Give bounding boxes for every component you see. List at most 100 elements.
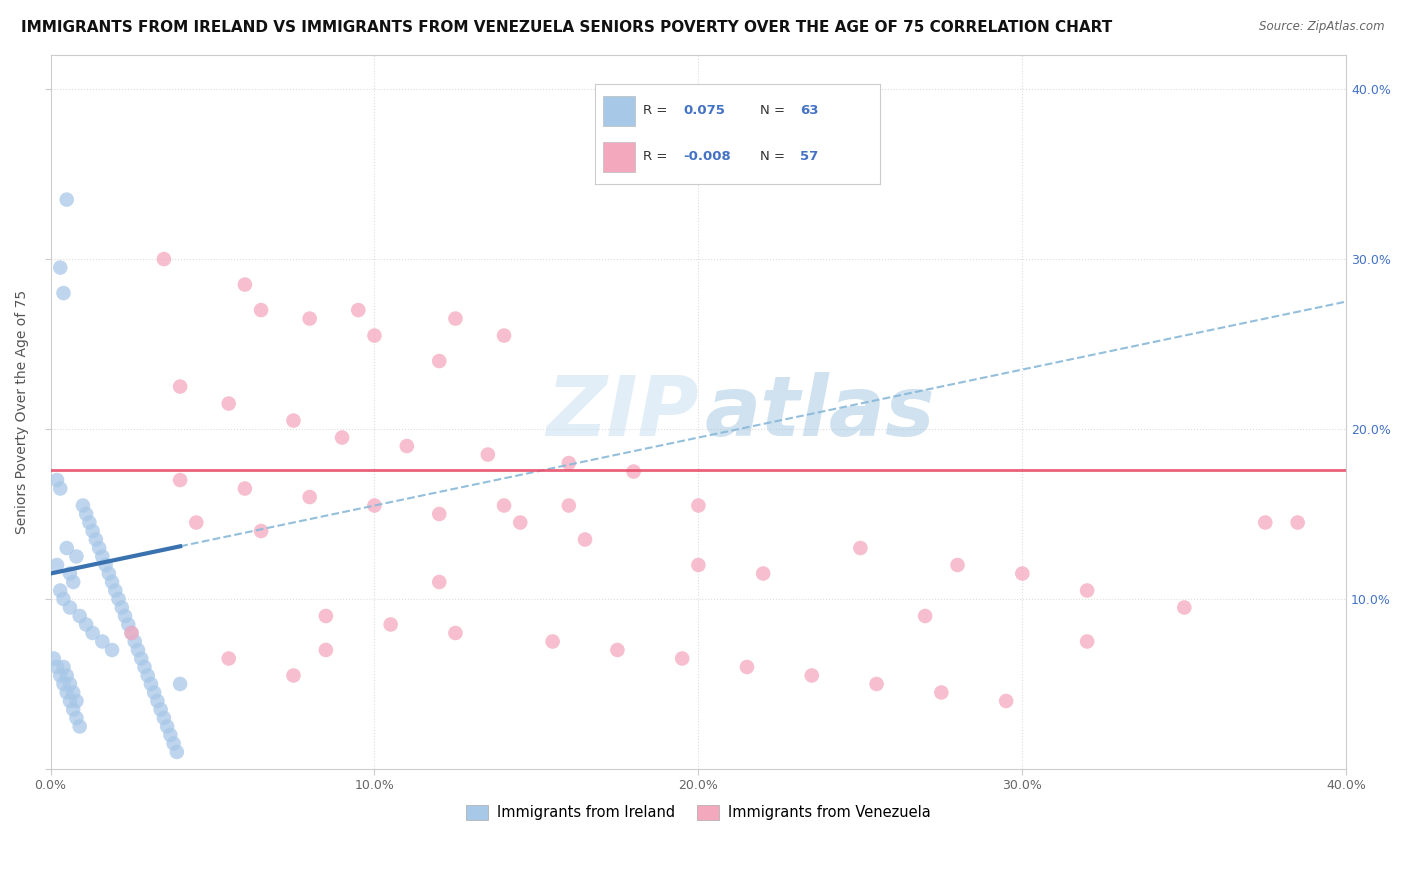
Point	[75, 617, 97, 632]
Point	[1173, 600, 1195, 615]
Point	[46, 558, 69, 572]
Point	[49, 668, 72, 682]
Point	[166, 745, 188, 759]
Legend: Immigrants from Ireland, Immigrants from Venezuela: Immigrants from Ireland, Immigrants from…	[461, 799, 936, 826]
Point	[42, 651, 65, 665]
Point	[492, 328, 515, 343]
Point	[101, 574, 124, 589]
Point	[752, 566, 775, 581]
Point	[91, 634, 114, 648]
Text: IMMIGRANTS FROM IRELAND VS IMMIGRANTS FROM VENEZUELA SENIORS POVERTY OVER THE AG: IMMIGRANTS FROM IRELAND VS IMMIGRANTS FR…	[21, 20, 1112, 35]
Point	[62, 685, 84, 699]
Point	[55, 541, 77, 555]
Point	[250, 524, 273, 538]
Point	[156, 719, 179, 733]
Point	[931, 685, 953, 699]
Point	[477, 448, 499, 462]
Y-axis label: Seniors Poverty Over the Age of 75: Seniors Poverty Over the Age of 75	[15, 290, 30, 534]
Point	[101, 643, 124, 657]
Point	[395, 439, 418, 453]
Point	[427, 507, 450, 521]
Point	[59, 566, 82, 581]
Point	[233, 277, 256, 292]
Point	[849, 541, 872, 555]
Point	[46, 660, 69, 674]
Point	[82, 524, 104, 538]
Point	[127, 643, 149, 657]
Point	[134, 660, 156, 674]
Point	[541, 634, 564, 648]
Point	[143, 685, 166, 699]
Point	[52, 286, 75, 301]
Point	[59, 600, 82, 615]
Point	[558, 456, 581, 470]
Point	[347, 303, 370, 318]
Point	[121, 626, 143, 640]
Point	[62, 574, 84, 589]
Point	[111, 600, 134, 615]
Point	[363, 499, 385, 513]
Point	[1011, 566, 1033, 581]
Point	[124, 634, 146, 648]
Point	[315, 643, 337, 657]
Point	[1076, 583, 1098, 598]
Point	[800, 668, 823, 682]
Point	[121, 626, 143, 640]
Point	[169, 677, 191, 691]
Point	[97, 566, 120, 581]
Point	[169, 473, 191, 487]
Point	[159, 728, 181, 742]
Point	[623, 125, 645, 139]
Point	[688, 558, 710, 572]
Point	[75, 507, 97, 521]
Text: ZIP: ZIP	[546, 372, 699, 452]
Point	[315, 609, 337, 624]
Point	[139, 677, 162, 691]
Point	[1254, 516, 1277, 530]
Point	[865, 677, 887, 691]
Point	[492, 499, 515, 513]
Point	[49, 260, 72, 275]
Point	[380, 617, 402, 632]
Point	[52, 660, 75, 674]
Point	[55, 668, 77, 682]
Point	[169, 379, 191, 393]
Point	[129, 651, 152, 665]
Point	[65, 694, 87, 708]
Point	[49, 482, 72, 496]
Point	[298, 490, 321, 504]
Point	[1076, 634, 1098, 648]
Point	[65, 711, 87, 725]
Point	[114, 609, 136, 624]
Point	[104, 583, 127, 598]
Point	[283, 668, 305, 682]
Point	[218, 396, 240, 410]
Point	[298, 311, 321, 326]
Point	[444, 626, 467, 640]
Point	[444, 311, 467, 326]
Point	[46, 473, 69, 487]
Point	[509, 516, 531, 530]
Point	[59, 677, 82, 691]
Point	[79, 516, 101, 530]
Point	[233, 482, 256, 496]
Point	[735, 660, 758, 674]
Point	[117, 617, 139, 632]
Point	[153, 252, 176, 266]
Point	[218, 651, 240, 665]
Point	[1286, 516, 1309, 530]
Point	[574, 533, 596, 547]
Point	[330, 431, 353, 445]
Point	[65, 549, 87, 564]
Point	[52, 677, 75, 691]
Point	[946, 558, 969, 572]
Point	[914, 609, 936, 624]
Point	[606, 643, 628, 657]
Point	[688, 499, 710, 513]
Point	[94, 558, 117, 572]
Point	[62, 702, 84, 716]
Point	[136, 668, 159, 682]
Point	[671, 651, 693, 665]
Point	[55, 193, 77, 207]
Point	[363, 328, 385, 343]
